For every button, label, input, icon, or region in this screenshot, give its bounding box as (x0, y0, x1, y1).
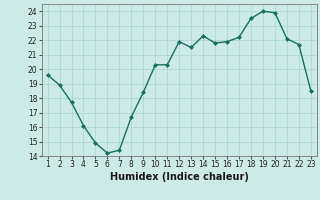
X-axis label: Humidex (Indice chaleur): Humidex (Indice chaleur) (110, 172, 249, 182)
